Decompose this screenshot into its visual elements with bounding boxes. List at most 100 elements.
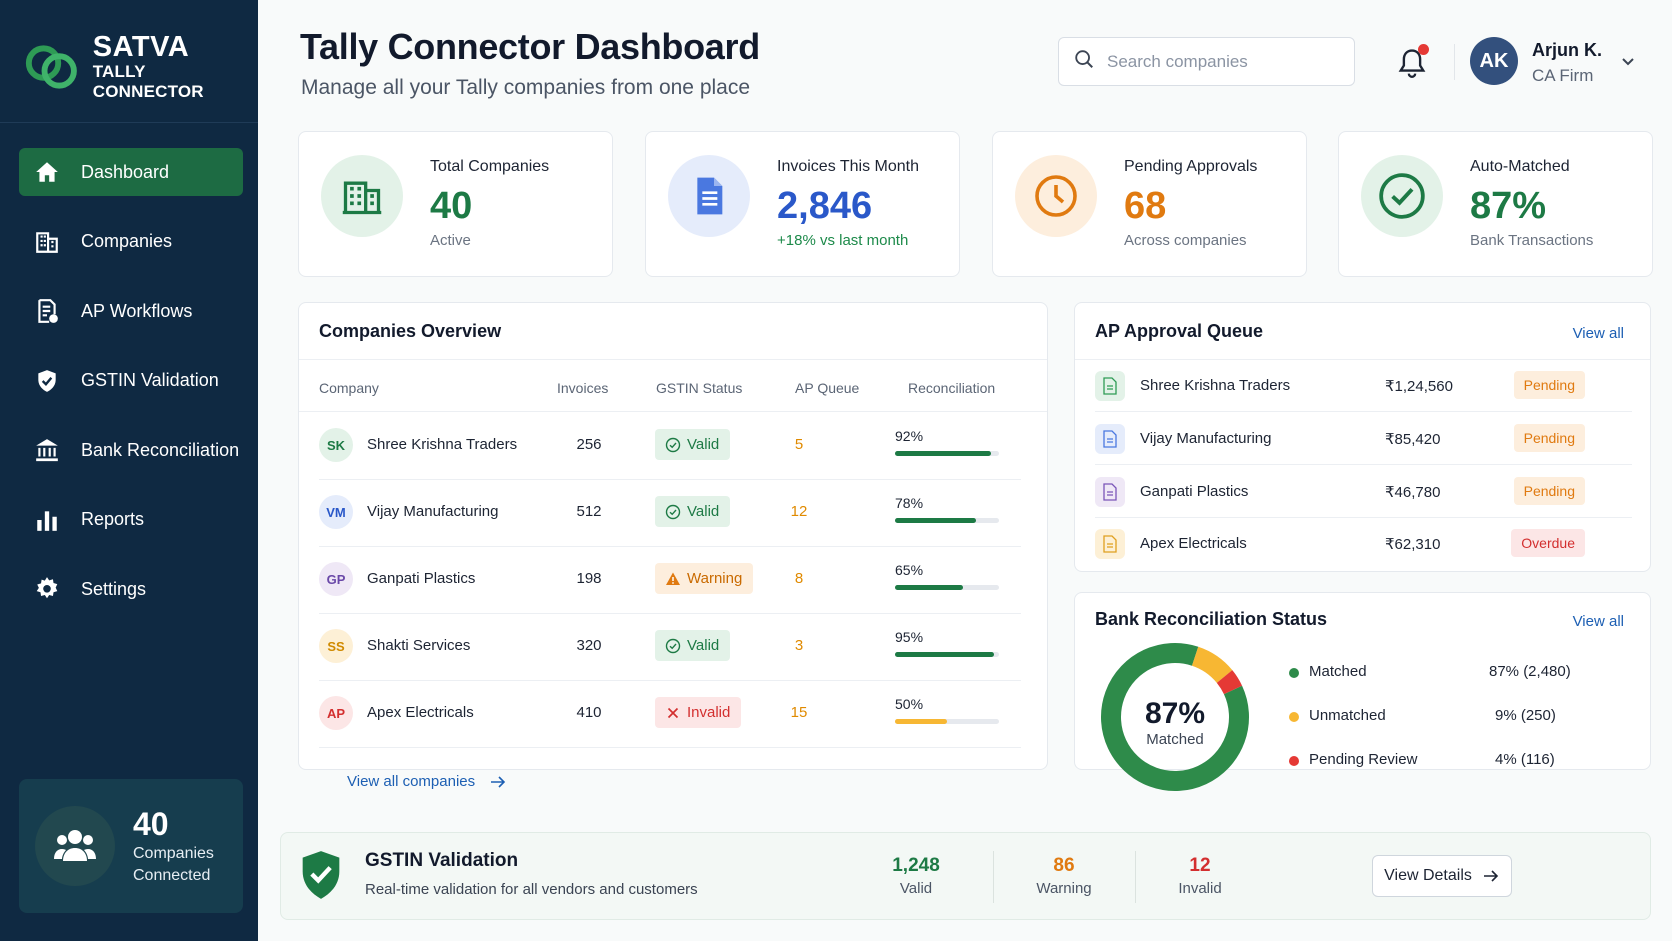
search-icon [1073, 48, 1095, 75]
sidebar-item-bank-reconciliation[interactable]: Bank Reconciliation [19, 426, 243, 474]
invoice-count: 410 [576, 704, 602, 721]
view-all-link[interactable]: View all [1572, 613, 1624, 630]
gstin-status: Valid [687, 503, 720, 520]
notifications-button[interactable] [1397, 44, 1431, 80]
ap-queue-count: 12 [790, 503, 808, 520]
view-details-button[interactable]: View Details [1372, 855, 1512, 897]
brand[interactable]: SATVA TALLY CONNECTOR [20, 32, 258, 102]
legend-dot [1289, 668, 1299, 678]
stat-divider [993, 851, 994, 903]
row-divider [319, 613, 1021, 614]
column-header-company[interactable]: Company [319, 380, 379, 396]
building-icon [321, 155, 403, 237]
gstin-stat-invalid: 12 Invalid [1140, 854, 1260, 897]
column-header-gstin-status[interactable]: GSTIN Status [656, 380, 743, 396]
stat-value: 68 [1124, 185, 1167, 227]
table-row[interactable]: SS Shakti Services 320 Valid 3 95% [319, 613, 1021, 680]
table-row[interactable]: SK Shree Krishna Traders 256 Valid 5 92% [319, 412, 1021, 479]
view-all-label: View all companies [347, 773, 476, 790]
view-all-link[interactable]: View all [1572, 325, 1624, 342]
close-icon [667, 707, 679, 718]
list-item[interactable]: Vijay Manufacturing ₹85,420 Pending [1095, 414, 1585, 464]
clock-icon [1015, 155, 1097, 237]
brand-divider [0, 122, 258, 123]
sidebar-item-settings[interactable]: Settings [19, 565, 243, 613]
status-badge: Invalid [655, 697, 742, 728]
table-row[interactable]: GP Ganpati Plastics 198 Warning 8 65% [319, 546, 1021, 613]
table-row[interactable]: VM Vijay Manufacturing 512 Valid 12 78% [319, 479, 1021, 546]
list-item[interactable]: Ganpati Plastics ₹46,780 Pending [1095, 467, 1585, 517]
check-circle-icon [665, 638, 681, 653]
stat-card-invoices[interactable]: Invoices This Month 2,846 +18% vs last m… [645, 131, 960, 277]
banner-subtitle: Real-time validation for all vendors and… [365, 881, 698, 898]
gstin-stat-label: Valid [899, 880, 933, 897]
stat-card-total-companies[interactable]: Total Companies 40 Active [298, 131, 613, 277]
list-item[interactable]: Shree Krishna Traders ₹1,24,560 Pending [1095, 361, 1585, 411]
donut-segment-matched [1101, 643, 1249, 791]
ap-queue-count: 5 [794, 436, 804, 453]
recon-percent: 95% [895, 629, 924, 645]
status-badge: Valid [655, 496, 731, 527]
recon-progress-fill [895, 585, 963, 590]
sidebar-item-label: Companies [81, 231, 173, 251]
table-row[interactable]: AP Apex Electricals 410 Invalid 15 50% [319, 680, 1021, 747]
view-all-companies-link[interactable]: View all companies [347, 773, 507, 790]
company-name: Ganpati Plastics [367, 570, 476, 587]
legend-value: 9% (250) [1495, 707, 1556, 724]
column-header-reconciliation[interactable]: Reconciliation [908, 380, 996, 396]
companies-connected-count: 40 [133, 806, 169, 842]
sidebar-item-companies[interactable]: Companies [19, 218, 243, 266]
sidebar-item-label: Reports [81, 509, 145, 529]
panel-title: Bank Reconciliation Status [1095, 609, 1328, 629]
legend-value: 87% (2,480) [1489, 663, 1571, 680]
chevron-down-icon[interactable] [1618, 52, 1638, 72]
sidebar-item-label: GSTIN Validation [81, 370, 219, 390]
status-badge: Valid [655, 630, 731, 661]
stat-sub: +18% vs last month [777, 232, 909, 249]
stat-label: Auto-Matched [1470, 158, 1570, 175]
sidebar-item-label: AP Workflows [81, 300, 193, 321]
sidebar-item-reports[interactable]: Reports [19, 496, 243, 544]
recon-progress-fill [895, 652, 994, 657]
gstin-stat-warning: 86 Warning [1004, 854, 1124, 897]
column-header-ap-queue[interactable]: AP Queue [795, 380, 860, 396]
view-details-label: View Details [1384, 867, 1472, 884]
status-badge: Warning [655, 563, 754, 594]
sidebar-item-ap-workflows[interactable]: AP Workflows [19, 287, 243, 335]
list-item[interactable]: Apex Electricals ₹62,310 Overdue [1095, 519, 1585, 569]
user-name[interactable]: Arjun K. [1532, 40, 1602, 60]
avatar[interactable]: AK [1470, 37, 1518, 85]
status-badge: Valid [655, 429, 731, 460]
search-box[interactable] [1058, 37, 1355, 86]
status-badge: Pending [1513, 477, 1585, 505]
status-badge: Pending [1513, 424, 1585, 452]
company-initials: VM [319, 495, 353, 529]
sidebar-item-label: Bank Reconciliation [81, 439, 240, 460]
page-subtitle: Manage all your Tally companies from one… [301, 76, 751, 99]
warning-icon [666, 572, 680, 585]
companies-overview-panel: Companies Overview Company Invoices GSTI… [298, 302, 1048, 790]
legend-item-matched: Matched 87% (2,480) [1289, 663, 1589, 683]
stat-card-auto-matched[interactable]: Auto-Matched 87% Bank Transactions [1338, 131, 1653, 277]
stat-value: 2,846 [777, 185, 873, 227]
invoice-icon [1095, 477, 1125, 507]
row-divider [319, 546, 1021, 547]
gstin-status: Invalid [687, 704, 731, 721]
ap-queue-count: 15 [790, 704, 808, 721]
legend-dot [1289, 756, 1299, 766]
main-content: Tally Connector Dashboard Manage all you… [258, 0, 1672, 941]
invoice-count: 320 [576, 637, 602, 654]
search-input[interactable] [1107, 51, 1337, 72]
row-divider [1095, 464, 1632, 465]
stat-card-pending-approvals[interactable]: Pending Approvals 68 Across companies [992, 131, 1307, 277]
stat-sub: Active [430, 232, 471, 249]
sidebar-item-label: Settings [81, 578, 147, 599]
recon-percent: 50% [895, 696, 924, 712]
satva-logo-icon [25, 45, 77, 89]
sidebar-item-gstin-validation[interactable]: GSTIN Validation [19, 357, 243, 405]
sidebar-item-dashboard[interactable]: Dashboard [19, 148, 243, 196]
stat-value: 40 [430, 185, 473, 227]
gstin-stat-value: 12 [1189, 855, 1211, 876]
gstin-stat-label: Invalid [1178, 880, 1222, 897]
column-header-invoices[interactable]: Invoices [557, 380, 609, 396]
